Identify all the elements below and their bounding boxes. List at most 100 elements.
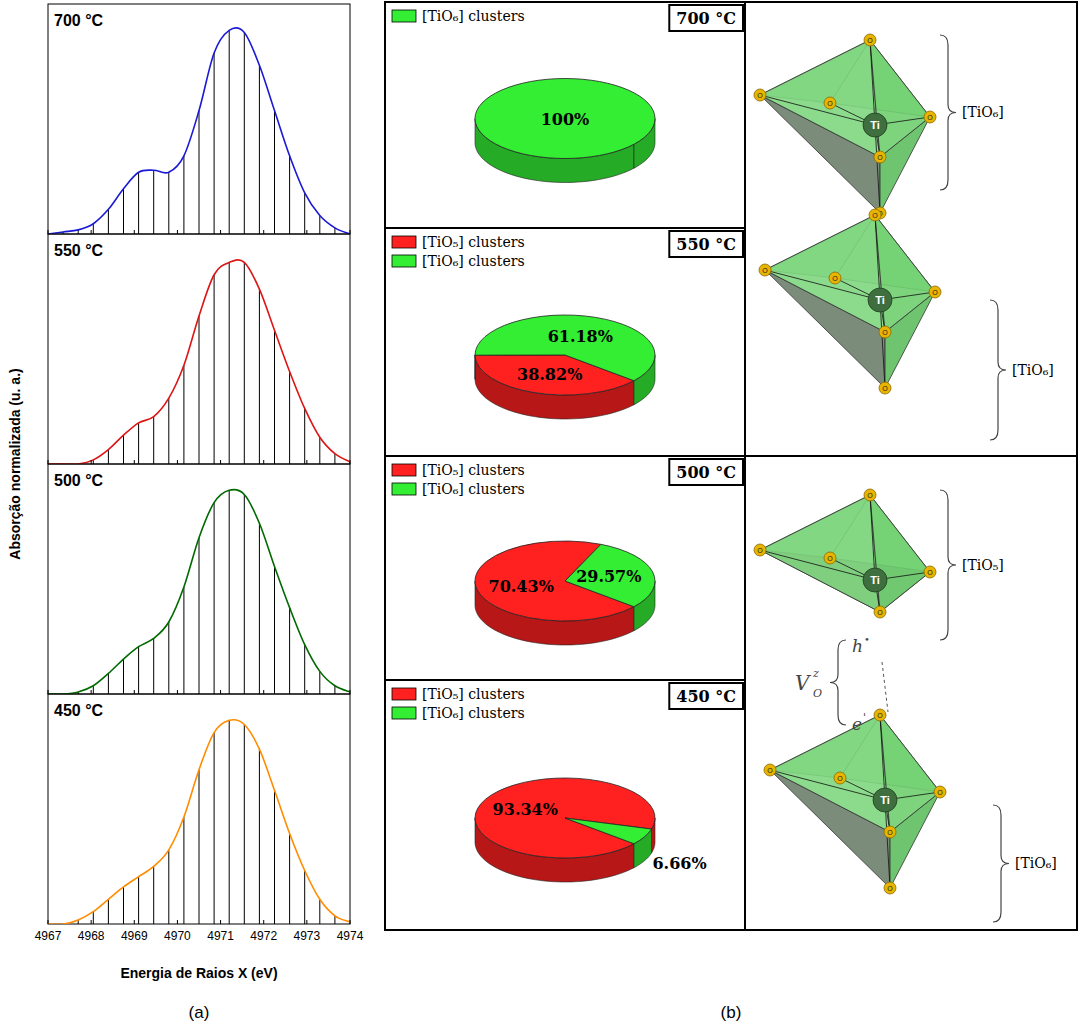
plot-frame — [48, 4, 350, 234]
x-tick-label: 4969 — [121, 929, 148, 943]
stem — [319, 215, 320, 234]
stem — [244, 32, 245, 234]
stem — [123, 189, 124, 234]
pie-slice — [475, 778, 655, 858]
title-box — [669, 683, 743, 709]
x-tick-label: 4971 — [207, 929, 234, 943]
oxygen-atom — [834, 772, 846, 784]
oxygen-atom — [884, 882, 896, 894]
x-tick — [220, 460, 221, 464]
x-tick — [48, 460, 49, 464]
titanium-atom — [863, 568, 887, 592]
x-tick — [263, 690, 264, 694]
bond — [870, 40, 875, 125]
oxygen-label: O — [767, 767, 773, 774]
stem — [199, 111, 200, 234]
cluster-label: [TiO₆] — [962, 104, 1004, 120]
legend-swatch — [392, 10, 416, 22]
oxygen-atom — [824, 552, 836, 564]
legend-label: [TiO₆] clusters — [422, 481, 525, 497]
stem — [289, 833, 290, 924]
stem — [304, 645, 305, 694]
x-tick — [350, 920, 351, 924]
stem — [214, 733, 215, 924]
legend-swatch — [392, 255, 416, 267]
oxygen-atom — [759, 264, 771, 276]
pie-tops — [475, 79, 655, 159]
stem — [289, 608, 290, 694]
x-tick — [177, 460, 178, 464]
stem — [319, 671, 320, 694]
data-label: 93.34% — [493, 800, 558, 819]
stem — [304, 871, 305, 924]
stem — [138, 172, 139, 234]
oxygen-atom — [829, 272, 841, 284]
stem — [289, 156, 290, 234]
bond — [875, 125, 880, 213]
stem — [229, 490, 230, 694]
oxygen-atom — [764, 764, 776, 776]
plot-frame — [48, 464, 350, 694]
panel-title: 700 °C — [54, 12, 104, 29]
cluster-label: [TiO₅] — [962, 557, 1004, 573]
x-tick — [134, 230, 135, 234]
stem — [168, 398, 169, 464]
stem — [274, 111, 275, 234]
oxygen-label: O — [927, 569, 933, 576]
bond — [875, 215, 880, 300]
stem — [229, 720, 230, 924]
stem — [274, 790, 275, 924]
cluster-label: [TiO₆] — [1012, 362, 1054, 378]
title-box — [669, 459, 743, 485]
stem — [244, 724, 245, 924]
divider — [385, 679, 745, 681]
spectrum-panel: 700 °C — [48, 4, 350, 234]
stem — [199, 538, 200, 694]
panel-frame — [385, 2, 1077, 930]
stem — [304, 193, 305, 234]
stem — [304, 408, 305, 464]
hole-symbol: h — [852, 636, 863, 656]
electron-symbol: e — [852, 714, 862, 734]
pie-slice — [565, 544, 655, 606]
oxygen-label: O — [877, 154, 883, 161]
panel-title: 550 °C — [54, 242, 104, 259]
panel-letter: (b) — [721, 1003, 742, 1022]
vacancy-symbol: V — [795, 671, 812, 695]
stem — [199, 770, 200, 924]
pie-panel: [TiO₅] clusters[TiO₆] clusters500 °C70.4… — [392, 459, 743, 645]
x-tick — [263, 460, 264, 464]
oxygen-label: O — [832, 275, 838, 282]
legend-label: [TiO₆] clusters — [422, 253, 525, 269]
bond — [760, 95, 875, 125]
stem — [259, 523, 260, 694]
legend-swatch — [392, 464, 416, 476]
bracket — [940, 35, 956, 190]
oxygen-atom — [824, 97, 836, 109]
plot-frame — [48, 234, 350, 464]
x-tick — [306, 230, 307, 234]
legend-label: [TiO₅] clusters — [422, 234, 525, 250]
stem — [259, 289, 260, 464]
oxygen-atom — [874, 709, 886, 721]
oxygen-label: O — [932, 289, 938, 296]
oxygen-label: O — [887, 885, 893, 892]
oxygen-atom — [754, 544, 766, 556]
oxygen-label: O — [937, 789, 943, 796]
stem — [334, 454, 335, 464]
panel-title: 500 °C — [54, 472, 104, 489]
titanium-label: Ti — [870, 119, 880, 131]
pie-tops — [475, 541, 655, 621]
data-label: 61.18% — [548, 327, 613, 346]
stem — [244, 262, 245, 464]
oxygen-label: O — [762, 267, 768, 274]
bond — [880, 715, 885, 800]
stem — [183, 365, 184, 464]
legend-swatch — [392, 688, 416, 700]
stem — [168, 172, 169, 234]
y-axis-title: Absorção normalizada (u. a.) — [7, 368, 23, 559]
stem — [319, 437, 320, 464]
legend-swatch — [392, 483, 416, 495]
oxygen-label: O — [867, 37, 873, 44]
stem — [153, 638, 154, 694]
